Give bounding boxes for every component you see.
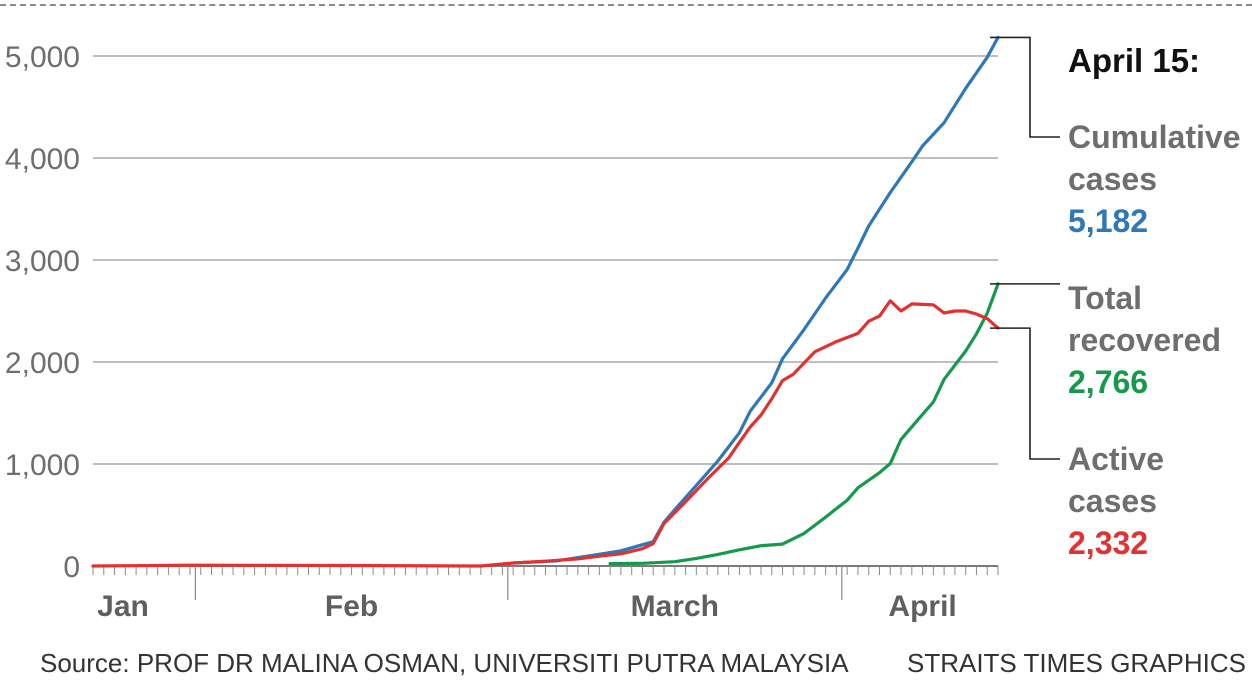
y-tick-label: 4,000 <box>5 143 80 176</box>
legend-active-label-line1: Active <box>1068 441 1165 477</box>
legend-total-recovered: Total recovered 2,766 <box>1068 277 1221 403</box>
legend-active-value: 2,332 <box>1068 525 1149 561</box>
x-month-label: Feb <box>325 590 378 623</box>
legend-recovered-value: 2,766 <box>1068 364 1149 400</box>
y-tick-label: 1,000 <box>5 449 80 482</box>
graphics-credit: STRAITS TIMES GRAPHICS <box>906 648 1246 678</box>
series-line-recovered <box>608 282 1000 566</box>
annotation-date: April 15: <box>1068 42 1201 79</box>
legend-recovered-label-line2: recovered <box>1068 322 1221 358</box>
legend-cumulative-cases: Cumulative cases 5,182 <box>1068 116 1240 242</box>
legend-active-cases: Active cases 2,332 <box>1068 438 1164 564</box>
series-line-active <box>91 299 1000 568</box>
x-month-label: Jan <box>97 590 149 623</box>
legend-cumulative-value: 5,182 <box>1068 203 1149 239</box>
x-month-label: April <box>888 590 956 623</box>
gridlines <box>93 55 998 465</box>
y-axis-tick-labels: 0 1,000 2,000 3,000 4,000 5,000 <box>5 41 80 584</box>
leader-lines <box>990 36 1060 460</box>
leader-line-active <box>990 327 1060 460</box>
legend-cumulative-label-line2: cases <box>1068 161 1157 197</box>
y-tick-label: 2,000 <box>5 347 80 380</box>
top-dashed-rule <box>0 4 1252 6</box>
y-tick-label: 5,000 <box>5 41 80 74</box>
x-axis: Jan Feb March April <box>92 565 999 623</box>
series-lines <box>91 35 1000 568</box>
legend-recovered-label-line1: Total <box>1068 280 1143 316</box>
leader-line-cumulative <box>990 36 1060 138</box>
legend-active-label-line2: cases <box>1068 483 1157 519</box>
source-note: Source: PROF DR MALINA OSMAN, UNIVERSITI… <box>40 648 849 678</box>
series-line-cumulative <box>511 35 1000 565</box>
x-month-label: March <box>631 590 719 623</box>
legend-cumulative-label-line1: Cumulative <box>1068 119 1241 155</box>
y-tick-label: 3,000 <box>5 245 80 278</box>
y-tick-label: 0 <box>63 551 80 584</box>
